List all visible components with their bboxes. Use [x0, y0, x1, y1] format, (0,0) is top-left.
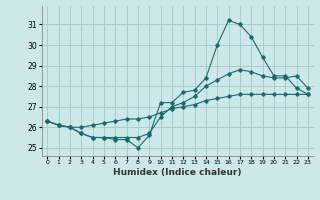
X-axis label: Humidex (Indice chaleur): Humidex (Indice chaleur)	[113, 168, 242, 177]
